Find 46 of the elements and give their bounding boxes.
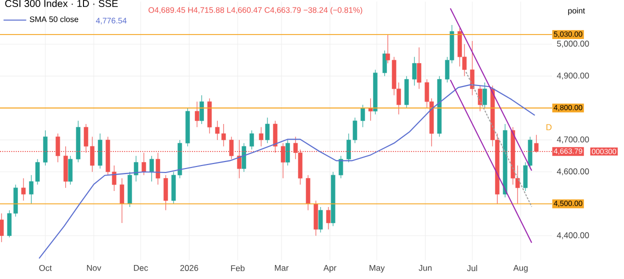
candlestick (382, 50, 387, 76)
candlestick (68, 156, 73, 185)
candlestick (258, 126, 264, 147)
chart-title: CSI 300 Index · 1D · SSE (5, 0, 118, 8)
candlestick (412, 56, 417, 86)
x-tick-label: 2026 (180, 265, 198, 271)
candlestick (416, 47, 422, 90)
x-tick-label: Jul (467, 265, 478, 272)
candlestick (478, 85, 482, 112)
x-tick-label: Nov (87, 265, 102, 271)
candlestick (221, 124, 226, 147)
candlestick (120, 178, 124, 224)
candlestick (318, 206, 323, 233)
x-tick-label: Aug (513, 265, 528, 273)
y-tick-label: 4,700.00 (556, 136, 589, 144)
x-tick-label: Apr (323, 265, 336, 273)
candlestick (470, 40, 474, 96)
candlestick (368, 98, 373, 122)
x-tick-label: Mar (274, 265, 289, 271)
candlestick (7, 210, 12, 238)
x-tick-label: Jun (418, 265, 432, 271)
candlestick (0, 213, 4, 242)
candlestick (194, 101, 200, 128)
candlestick (164, 174, 168, 210)
candlestick (242, 142, 246, 172)
candlestick (142, 152, 146, 176)
x-tick-label: Feb (231, 265, 245, 272)
x-tick-label: May (370, 265, 385, 273)
candlestick (360, 104, 365, 128)
x-tick-label: Dec (134, 265, 148, 271)
candlestick (250, 130, 254, 150)
candlestick (286, 140, 290, 166)
x-tick-label: Oct (39, 265, 52, 271)
y-tick-label: 4,900.00 (556, 72, 589, 80)
candlestick (215, 120, 220, 140)
y-tick-label: 5,000.00 (557, 40, 589, 48)
candlestick (338, 156, 344, 179)
candlestick (150, 156, 154, 182)
y-tick-label: 4,400.00 (556, 232, 589, 240)
candlestick (482, 82, 487, 108)
annotation: D (546, 124, 552, 130)
candlestick (265, 117, 270, 144)
candlestick (200, 94, 204, 124)
candlestick (326, 206, 331, 230)
y-tick-label: 4,600.00 (556, 168, 589, 176)
candlestick (21, 178, 26, 201)
